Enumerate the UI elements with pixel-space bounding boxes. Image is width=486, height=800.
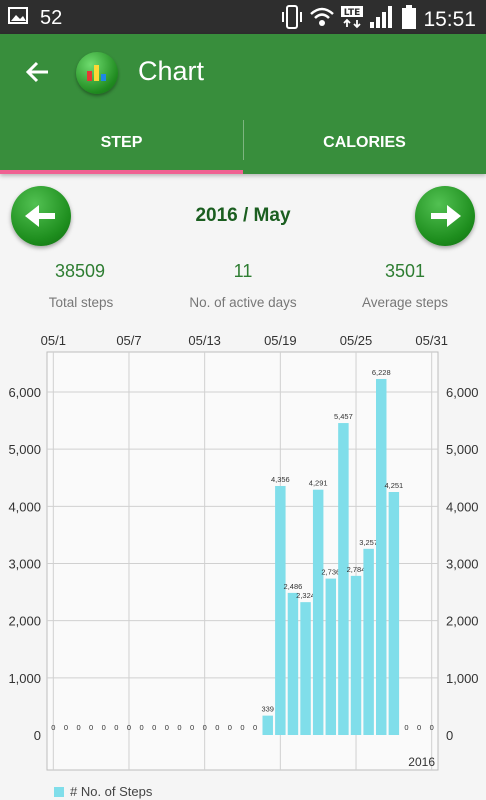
legend-label: # No. of Steps xyxy=(70,784,153,799)
svg-text:LTE: LTE xyxy=(344,8,361,18)
y-tick-label-left: 3,000 xyxy=(8,557,41,572)
bar-data-label: 4,356 xyxy=(271,475,290,484)
bar xyxy=(388,491,400,735)
bar-data-label: 0 xyxy=(165,723,169,732)
tab-divider xyxy=(243,120,244,160)
y-tick-label-right: 2,000 xyxy=(446,614,479,629)
notification-count: 52 xyxy=(40,6,63,29)
picture-notification-icon xyxy=(8,5,30,31)
bar-data-label: 4,251 xyxy=(384,481,403,490)
battery-icon xyxy=(401,4,417,36)
y-tick-label-right: 0 xyxy=(446,728,453,743)
active-days-label: No. of active days xyxy=(189,295,297,310)
x-tick-label: 05/7 xyxy=(116,333,141,348)
y-tick-label-right: 1,000 xyxy=(446,671,479,686)
x-axis-note: 2016 xyxy=(408,755,435,769)
page-title: Chart xyxy=(138,56,205,86)
back-button[interactable] xyxy=(22,56,54,88)
x-tick-label: 05/1 xyxy=(41,333,66,348)
chart-legend: # No. of Steps xyxy=(54,784,152,799)
bar-data-label: 2,736 xyxy=(321,568,340,577)
status-bar: 52 LTE 15:51 xyxy=(0,0,486,34)
bar-data-label: 2,486 xyxy=(284,582,303,591)
bar-data-label: 0 xyxy=(114,723,118,732)
average-steps-value: 3501 xyxy=(384,261,426,281)
active-days-value: 11 xyxy=(233,261,253,281)
app-logo-icon xyxy=(76,52,118,94)
y-tick-label-right: 5,000 xyxy=(446,442,479,457)
bar-data-label: 0 xyxy=(417,723,421,732)
bar xyxy=(262,715,273,735)
vibrate-icon xyxy=(281,5,303,35)
x-tick-label: 05/19 xyxy=(264,333,297,348)
tab-calories[interactable]: CALORIES xyxy=(323,134,406,151)
bar-data-label: 2,784 xyxy=(347,565,366,574)
bar-data-label: 0 xyxy=(76,723,80,732)
tab-bar: STEP CALORIES xyxy=(0,120,486,174)
bar-data-label: 0 xyxy=(203,723,207,732)
bar-data-label: 6,228 xyxy=(372,368,391,377)
bar-data-label: 0 xyxy=(89,723,93,732)
y-tick-label-left: 4,000 xyxy=(8,499,41,514)
lte-icon: LTE xyxy=(341,5,364,35)
bar-data-label: 0 xyxy=(430,723,434,732)
y-tick-label-right: 4,000 xyxy=(446,499,479,514)
bar xyxy=(300,602,311,735)
bar-data-label: 5,457 xyxy=(334,412,353,421)
bar-data-label: 0 xyxy=(127,723,131,732)
y-tick-label-left: 0 xyxy=(34,728,41,743)
bar xyxy=(275,485,286,735)
previous-month-button[interactable] xyxy=(11,186,71,246)
average-steps-label: Average steps xyxy=(361,295,449,310)
y-tick-label-left: 2,000 xyxy=(8,614,41,629)
bar-data-label: 0 xyxy=(102,723,106,732)
app-bar: Chart STEP CALORIES xyxy=(0,34,486,174)
bar xyxy=(338,423,349,735)
bar-data-label: 0 xyxy=(64,723,68,732)
bar-data-label: 0 xyxy=(152,723,156,732)
bar-data-label: 2,324 xyxy=(296,591,315,600)
bar xyxy=(363,548,374,735)
bar-data-label: 0 xyxy=(177,723,181,732)
y-tick-label-left: 5,000 xyxy=(8,442,41,457)
bar-data-label: 0 xyxy=(51,723,55,732)
y-tick-label-left: 6,000 xyxy=(8,385,41,400)
tab-step[interactable]: STEP xyxy=(100,134,143,151)
bar-data-label: 0 xyxy=(240,723,244,732)
left-arrow-icon xyxy=(25,205,55,227)
bar-data-label: 0 xyxy=(228,723,232,732)
wifi-icon xyxy=(309,6,335,34)
month-label: 2016 / May xyxy=(195,205,291,226)
tab-indicator xyxy=(0,170,243,174)
bar-data-label: 0 xyxy=(404,723,408,732)
next-month-button[interactable] xyxy=(415,186,475,246)
total-steps-label: Total steps xyxy=(48,295,114,310)
bar xyxy=(376,378,387,735)
bar-data-label: 4,291 xyxy=(309,479,328,488)
clock: 15:51 xyxy=(423,8,476,31)
bar-data-label: 0 xyxy=(140,723,144,732)
x-tick-label: 05/13 xyxy=(188,333,221,348)
bar xyxy=(312,489,324,735)
bar-data-label: 3,257 xyxy=(359,538,378,547)
bar-data-label: 0 xyxy=(253,723,257,732)
signal-icon xyxy=(369,5,395,35)
bar-data-label: 0 xyxy=(190,723,194,732)
bar xyxy=(287,592,299,735)
legend-swatch xyxy=(54,786,64,797)
right-arrow-icon xyxy=(431,205,461,227)
bar xyxy=(325,578,337,735)
bar-data-label: 339 xyxy=(261,705,274,714)
bar-data-label: 0 xyxy=(215,723,219,732)
total-steps-value: 38509 xyxy=(54,261,106,281)
back-arrow-icon xyxy=(25,61,48,83)
y-tick-label-right: 3,000 xyxy=(446,557,479,572)
x-tick-label: 05/31 xyxy=(415,333,448,348)
y-tick-label-left: 1,000 xyxy=(8,671,41,686)
x-tick-label: 05/25 xyxy=(340,333,373,348)
bar xyxy=(350,575,362,735)
y-tick-label-right: 6,000 xyxy=(446,385,479,400)
